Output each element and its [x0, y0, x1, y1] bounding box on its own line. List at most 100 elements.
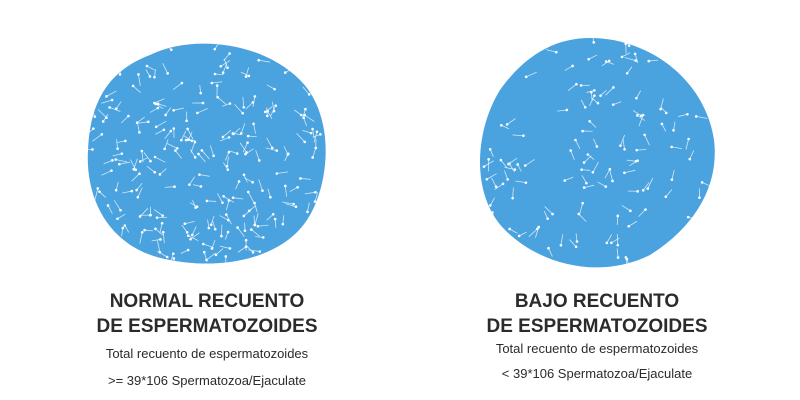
sperm-tail	[131, 173, 140, 182]
sperm-head	[231, 196, 235, 199]
sperm-head	[506, 178, 509, 181]
sperm-tail	[535, 226, 540, 238]
sperm-head	[137, 73, 140, 76]
sperm-tail	[189, 176, 196, 185]
sperm-head	[246, 134, 250, 138]
sperm-tail	[512, 187, 514, 199]
sperm-head	[180, 81, 184, 85]
sperm-tail	[609, 169, 613, 182]
sperm-tail	[219, 245, 231, 249]
sperm-tail	[199, 174, 210, 177]
sperm-head	[101, 120, 105, 123]
sperm-head	[159, 238, 162, 241]
sperm-tail	[243, 174, 248, 183]
sperm-head	[183, 222, 187, 226]
sperm-head	[236, 226, 239, 229]
sperm-head	[210, 247, 214, 250]
sperm-head	[228, 247, 232, 250]
sperm-head	[574, 245, 578, 249]
sperm-head	[111, 159, 114, 162]
sperm-head	[244, 75, 248, 78]
sperm-tail	[187, 128, 194, 140]
sperm-head	[216, 95, 219, 99]
sperm-head	[499, 123, 503, 127]
sperm-head	[228, 52, 231, 55]
sperm-tail	[224, 151, 230, 161]
sperm-head	[140, 149, 144, 153]
sperm-head	[162, 128, 166, 132]
sperm-head	[587, 57, 590, 61]
sperm-tail	[190, 141, 196, 153]
sperm-tail	[579, 203, 584, 214]
sperm-head	[698, 196, 701, 199]
sperm-head	[118, 162, 121, 166]
sperm-head	[242, 173, 246, 177]
sperm-tail	[621, 52, 631, 58]
sperm-head	[644, 208, 647, 211]
sperm-head	[243, 229, 247, 232]
sperm-head	[635, 96, 638, 100]
sperm-head	[583, 105, 587, 109]
sperm-tail	[528, 228, 538, 237]
sperm-tail	[597, 181, 606, 187]
sperm-tail	[154, 98, 165, 104]
sperm-head	[149, 159, 152, 163]
sperm-tail	[575, 233, 578, 242]
sperm-tail	[593, 138, 598, 147]
sperm-tail	[660, 106, 667, 114]
sperm-tail	[489, 149, 494, 157]
sperm-head	[270, 146, 274, 150]
sperm-head	[253, 201, 256, 205]
sperm-tail	[198, 153, 206, 163]
sperm-tail	[575, 139, 581, 149]
sperm-head	[501, 182, 505, 186]
sperm-head	[311, 127, 314, 131]
panel-description: < 39*106 Spermatozoa/Ejaculate	[502, 366, 692, 381]
sperm-tail	[624, 57, 636, 61]
sperm-head	[309, 131, 313, 135]
sperm-head	[269, 195, 272, 199]
sperm-tail	[222, 103, 231, 107]
sperm-head	[170, 48, 173, 52]
sperm-head	[184, 138, 188, 142]
sperm-head	[629, 209, 632, 213]
sperm-tail	[307, 202, 310, 212]
sperm-head	[581, 129, 584, 133]
sperm-tail	[190, 232, 200, 240]
sperm-tail	[289, 186, 298, 192]
sperm-head	[210, 81, 214, 85]
sperm-head	[199, 185, 203, 188]
sperm-head	[623, 147, 626, 151]
sperm-tail	[312, 146, 317, 158]
sperm-head	[135, 121, 139, 125]
sperm-head	[247, 74, 251, 78]
panel-title: NORMAL RECUENTO	[110, 291, 305, 312]
sperm-tail	[192, 200, 197, 208]
sperm-tail	[109, 107, 121, 112]
sperm-tail	[501, 124, 510, 130]
sperm-tail	[504, 170, 509, 180]
sperm-tail	[590, 92, 593, 102]
sperm-head	[315, 130, 319, 134]
sperm-head	[173, 185, 176, 188]
sperm-tail	[175, 150, 183, 159]
sperm-tail	[517, 164, 522, 172]
sperm-head	[274, 104, 278, 107]
sperm-tail	[258, 59, 270, 63]
sperm-head	[636, 114, 639, 117]
sperm-tail	[164, 130, 172, 139]
sperm-tail	[638, 114, 644, 127]
sperm-head	[250, 228, 253, 231]
sperm-tail	[92, 134, 103, 142]
sperm-tail	[240, 71, 250, 77]
sperm-tail	[102, 113, 109, 122]
sperm-head	[226, 168, 230, 171]
sperm-tail	[170, 253, 174, 262]
sperm-tail	[223, 162, 229, 170]
sperm-head	[577, 212, 581, 216]
blob	[87, 43, 326, 264]
sperm-head	[580, 168, 583, 171]
sperm-head	[659, 107, 662, 111]
sperm-head	[131, 84, 135, 88]
sperm-head	[100, 133, 104, 136]
